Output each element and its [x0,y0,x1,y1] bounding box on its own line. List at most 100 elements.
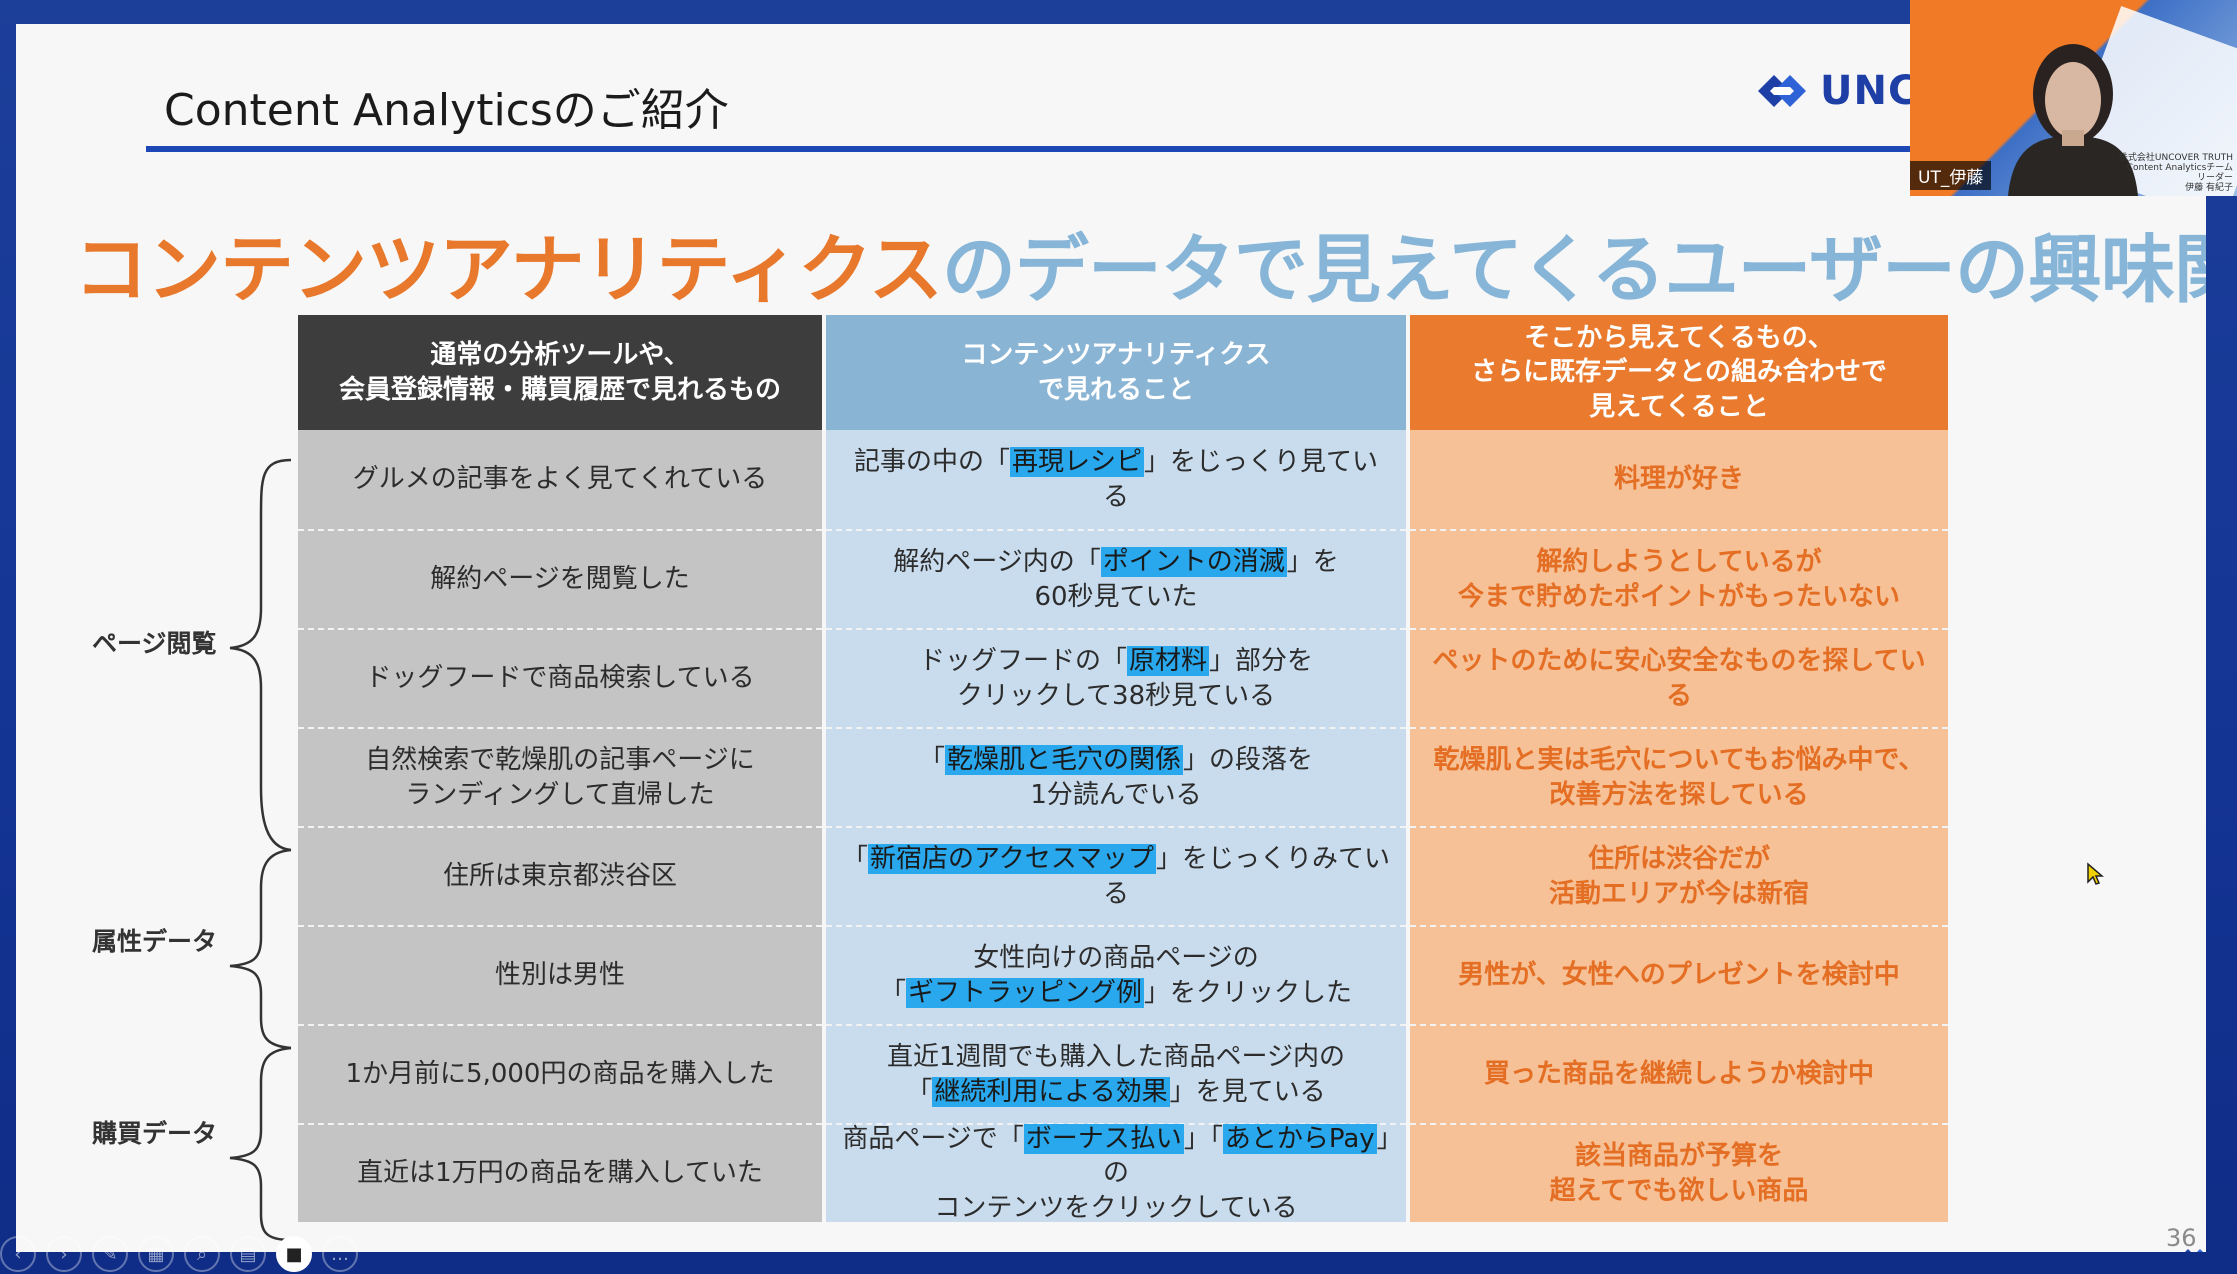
cell-content-analytics-text: ドッグフードの「原材料」部分を クリックして38秒見ている [919,644,1313,713]
cell-content-analytics: 女性向けの商品ページの 「ギフトラッピング例」をクリックした [826,925,1406,1024]
cell-text-fragment: 」の段落を 1分読んでいる [1030,745,1314,810]
headline-part-2: のデータ [941,227,1235,313]
headline-part-1: コンテンツアナリティクス [74,227,943,313]
highlighted-phrase: ボーナス払い [1023,1124,1184,1155]
cell-standard-data-text: ドッグフードで商品検索している [365,663,755,694]
highlighted-phrase: ポイントの消滅 [1100,547,1287,578]
cell-insight: 解約しようとしているが 今まで貯めたポイントがもったいない [1410,529,1948,628]
cell-insight: 男性が、女性へのプレゼントを検討中 [1410,925,1948,1024]
corner-logo-icon [2185,1249,2203,1252]
cell-text-fragment: 解約ページ内の「 [893,547,1101,578]
cell-text-fragment: 」をじっくり見ている [1102,447,1379,512]
cell-text-fragment: 女性向けの商品ページの 「 [879,943,1259,1008]
cell-text-fragment: 「 [842,844,869,875]
cell-insight-text: 住所は渋谷だが 活動エリアが今は新宿 [1548,844,1809,909]
cell-text-fragment: 」を 60秒見ていた [1034,547,1339,612]
cell-standard-data: 解約ページを閲覧した [298,529,822,628]
header-standard-tools: 通常の分析ツールや、 会員登録情報・購買履歴で見れるもの [298,315,822,430]
webcam-feed: UT_伊藤 株式会社UNCOVER TRUTH Content Analytic… [1910,0,2237,196]
caption-person: 伊藤 有紀子 [2185,182,2233,193]
subtitles-icon[interactable]: ▤ [230,1236,266,1272]
cell-content-analytics-text: 女性向けの商品ページの 「ギフトラッピング例」をクリックした [880,941,1352,1010]
cell-text-fragment: 」をじっくりみている [1102,844,1390,909]
cell-text-fragment: 直近1週間でも購入した商品ページ内の 「 [886,1042,1346,1107]
cell-standard-data-text: 解約ページを閲覧した [430,564,690,595]
cell-insight-text: 料理が好き [1613,464,1744,495]
cell-insight-text: 買った商品を継続しようか検討中 [1483,1059,1874,1090]
cell-standard-data-text: 住所は東京都渋谷区 [442,861,677,892]
group-label-attribute: 属性データ [92,927,218,956]
highlighted-phrase: あとからPay [1222,1124,1377,1155]
title-underline [146,146,1946,152]
cell-insight: ペットのために安心安全なものを探している [1410,628,1948,727]
cell-content-analytics-text: 「乾燥肌と毛穴の関係」の段落を 1分読んでいる [919,743,1313,812]
header-insights-text: そこから見えてくるもの、 さらに既存データとの組み合わせで 見えてくること [1471,323,1887,422]
cell-content-analytics-text: 商品ページで「ボーナス払い」「あとからPay」の コンテンツをクリックしている [842,1122,1390,1225]
caption-role: リーダー [2196,172,2233,183]
cell-standard-data: 自然検索で乾燥肌の記事ページに ランディングして直帰した [298,727,822,826]
group-braces [229,458,292,1242]
cell-text-fragment: 商品ページで「 [842,1124,1024,1155]
cell-content-analytics-text: 「新宿店のアクセスマップ」をじっくりみている [842,842,1390,911]
cell-insight: 住所は渋谷だが 活動エリアが今は新宿 [1410,826,1948,925]
cell-text-fragment: 」部分を クリックして38秒見ている [956,646,1314,711]
cell-content-analytics: ドッグフードの「原材料」部分を クリックして38秒見ている [826,628,1406,727]
cell-content-analytics-text: 解約ページ内の「ポイントの消滅」を 60秒見ていた [893,545,1339,614]
header-content-analytics-text: コンテンツアナリティクス で見れること [961,340,1271,405]
cell-text-fragment: 」の コンテンツをクリックしている [934,1124,1390,1223]
logo-mark-icon [1758,75,1806,107]
cell-content-analytics-text: 直近1週間でも購入した商品ページ内の 「継続利用による効果」を見ている [887,1040,1345,1109]
header-content-analytics: コンテンツアナリティクス で見れること [826,315,1406,430]
logo-text: UNC [1820,68,1919,114]
next-slide-icon[interactable]: › [46,1236,82,1272]
participant-name: UT_伊藤 [1910,161,1992,190]
page-number: 36 [2166,1224,2197,1252]
presentation-toolbar: ‹ › ✎ ▦ ⌕ ▤ ■ … [0,1236,358,1272]
cell-standard-data: 住所は東京都渋谷区 [298,826,822,925]
cell-text-fragment: 記事の中の「 [853,447,1010,478]
cell-standard-data: 直近は1万円の商品を購入していた [298,1123,822,1222]
cell-insight: 該当商品が予算を 超えてでも欲しい商品 [1410,1123,1948,1222]
presentation-slide: Content Analyticsのご紹介 UNC コンテンツアナリティクスのデ… [16,24,2206,1252]
highlighted-phrase: 乾燥肌と毛穴の関係 [944,745,1183,776]
cell-insight-text: 該当商品が予算を 超えてでも欲しい商品 [1549,1141,1809,1206]
cell-content-analytics: 「新宿店のアクセスマップ」をじっくりみている [826,826,1406,925]
highlighted-phrase: 原材料 [1126,646,1209,677]
caption-company: 株式会社UNCOVER TRUTH [2118,153,2233,163]
cell-insight: 買った商品を継続しようか検討中 [1410,1024,1948,1123]
brace-page-view [229,458,292,852]
cell-standard-data: グルメの記事をよく見てくれている [298,430,822,529]
zoom-icon[interactable]: ⌕ [184,1236,220,1272]
previous-slide-icon[interactable]: ‹ [0,1236,36,1272]
cell-content-analytics: 商品ページで「ボーナス払い」「あとからPay」の コンテンツをクリックしている [826,1122,1406,1225]
cell-text-fragment: 」をクリックした [1144,977,1353,1008]
highlighted-phrase: 再現レシピ [1009,447,1144,478]
cell-text-fragment: ドッグフードの「 [918,646,1127,677]
cell-text-fragment: 」「 [1183,1124,1223,1155]
cell-content-analytics: 記事の中の「再現レシピ」をじっくり見ている [826,430,1406,529]
cell-standard-data: 性別は男性 [298,925,822,1024]
cell-content-analytics-text: 記事の中の「再現レシピ」をじっくり見ている [842,445,1390,514]
pen-icon[interactable]: ✎ [92,1236,128,1272]
mouse-cursor-icon [2087,862,2104,885]
cell-insight-text: 男性が、女性へのプレゼントを検討中 [1458,960,1900,991]
presenter-caption: 株式会社UNCOVER TRUTH Content Analyticsチーム リ… [2118,153,2233,194]
highlighted-phrase: 継続利用による効果 [932,1076,1170,1107]
headline-part-3: で見えてくるユーザーの興味関心 [1233,227,2206,313]
slides-grid-icon[interactable]: ▦ [138,1236,174,1272]
company-logo: UNC [1754,68,1918,114]
cell-standard-data-text: グルメの記事をよく見てくれている [352,464,768,495]
more-options-icon[interactable]: … [322,1236,358,1272]
group-label-page-view: ページ閲覧 [92,629,217,658]
slide-title: Content Analyticsのご紹介 [164,85,729,136]
group-label-purchase: 購買データ [92,1119,218,1148]
caption-team: Content Analyticsチーム [2126,162,2233,173]
cell-text-fragment: 「 [918,745,945,776]
cell-content-analytics: 「乾燥肌と毛穴の関係」の段落を 1分読んでいる [826,727,1406,826]
camera-icon[interactable]: ■ [276,1236,312,1272]
cell-content-analytics: 直近1週間でも購入した商品ページ内の 「継続利用による効果」を見ている [826,1024,1406,1123]
cell-standard-data: ドッグフードで商品検索している [298,628,822,727]
brace-attribute [229,848,292,1050]
cell-insight-text: 解約しようとしているが 今まで貯めたポイントがもったいない [1457,547,1900,612]
cell-standard-data-text: 直近は1万円の商品を購入していた [357,1158,763,1189]
